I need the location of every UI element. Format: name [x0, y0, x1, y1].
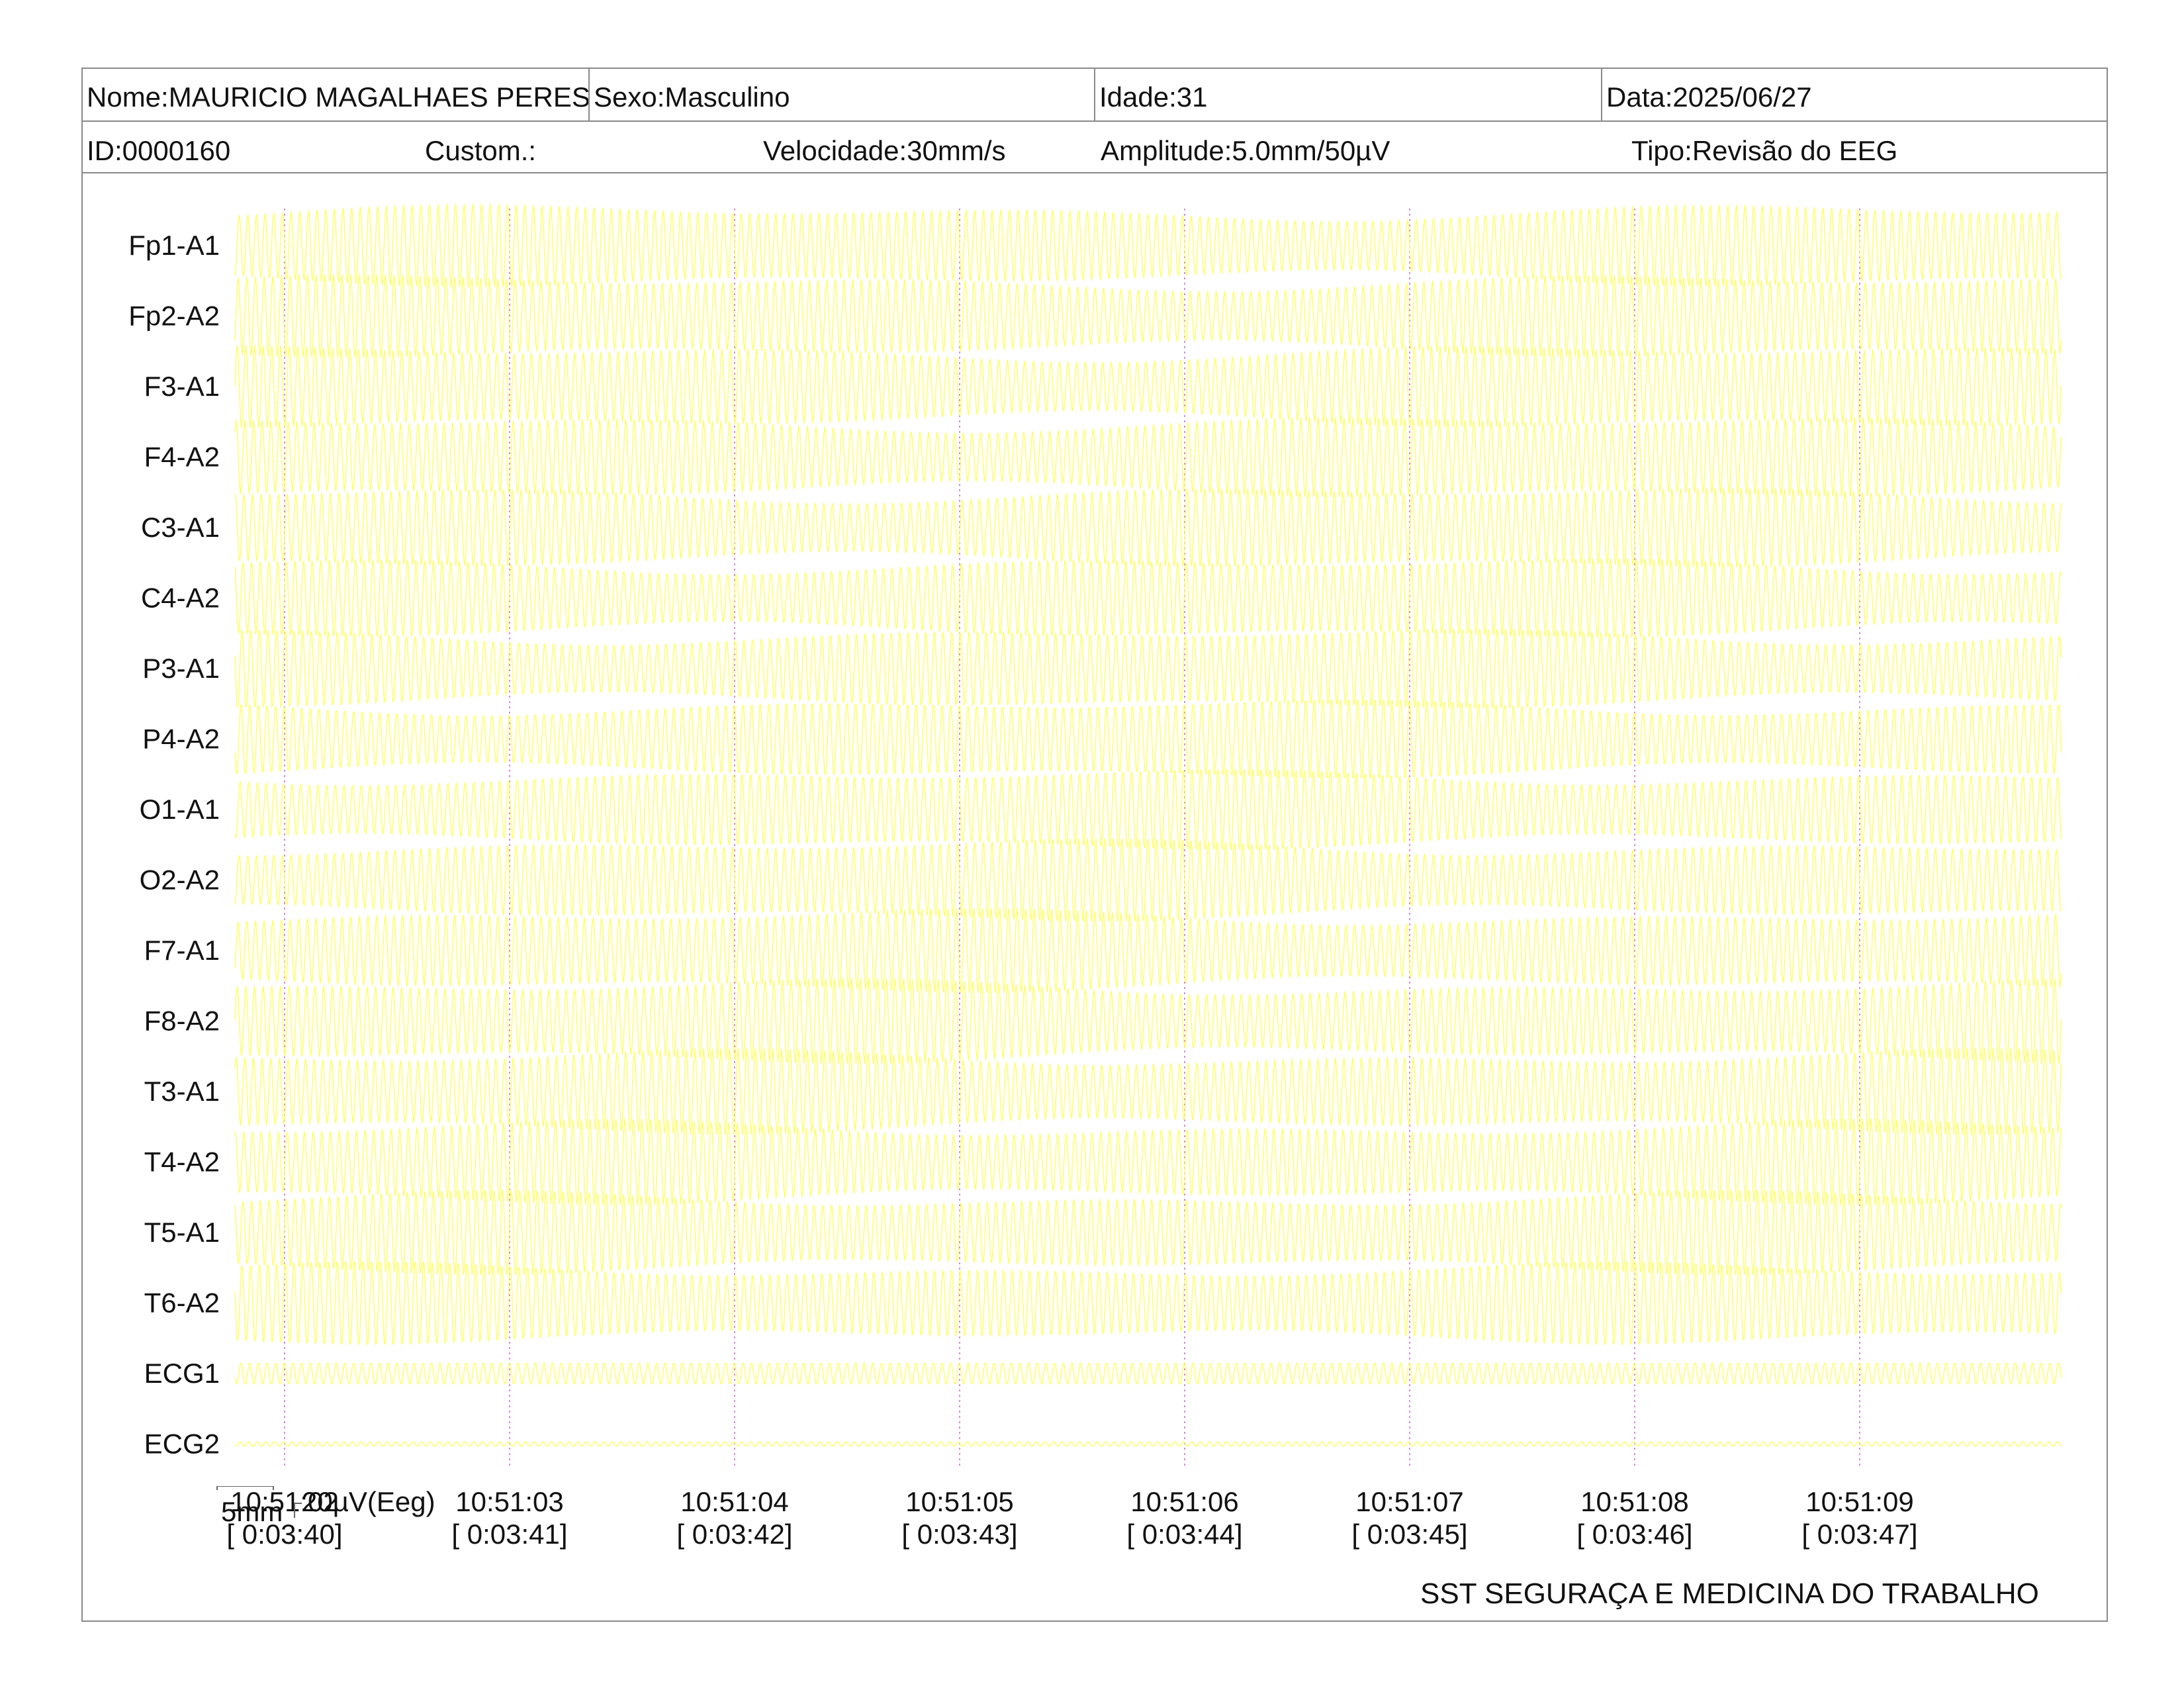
time-tick-label: 10:51:08 [1580, 1486, 1689, 1517]
amplitude-scale-label: 20µV(Eeg) [302, 1486, 435, 1517]
trace-fp2-a2 [234, 274, 2062, 358]
trace-p3-a1 [234, 628, 2062, 710]
elapsed-tick-label: [ 0:03:44] [1126, 1519, 1242, 1550]
trace-ecg2 [235, 1441, 2062, 1447]
eeg-report: Nome:MAURICIO MAGALHAES PERES Sexo:Mascu… [81, 68, 2108, 1622]
patient-name: Nome:MAURICIO MAGALHAES PERES [87, 81, 590, 113]
time-scale-label: 5mm [221, 1496, 283, 1527]
age-cell: Idade:31 [1094, 69, 1602, 120]
time-tick-label: 10:51:06 [1130, 1486, 1239, 1517]
trace-f8-a2 [234, 978, 2062, 1064]
trace-c3-a1 [234, 487, 2062, 568]
channel-label: T6-A2 [144, 1288, 220, 1319]
patient-info-row: Nome:MAURICIO MAGALHAES PERES Sexo:Mascu… [83, 69, 2107, 122]
time-tick-label: 10:51:07 [1355, 1486, 1464, 1517]
trace-o2-a2 [234, 838, 2062, 922]
exam-date: Data:2025/06/27 [1606, 81, 1812, 113]
trace-f3-a1 [234, 345, 2062, 428]
time-tick-label: 10:51:05 [905, 1486, 1014, 1517]
trace-f7-a1 [234, 908, 2062, 994]
channel-label: C3-A1 [141, 512, 220, 543]
channel-label: C4-A2 [141, 583, 220, 614]
elapsed-tick-label: [ 0:03:46] [1576, 1519, 1692, 1550]
trace-o1-a1 [234, 769, 2062, 851]
channel-label: T5-A1 [144, 1217, 220, 1248]
exam-type: Tipo:Revisão do EEG [1631, 135, 1898, 166]
trace-p4-a2 [234, 699, 2062, 779]
channel-label: F4-A2 [144, 442, 220, 473]
time-tick-label: 10:51:03 [455, 1486, 564, 1517]
trace-t4-a2 [234, 1119, 2062, 1205]
trace-t6-a2 [234, 1261, 2062, 1345]
time-tick-label: 10:51:09 [1805, 1486, 1914, 1517]
time-tick-label: 10:51:02 [230, 1486, 339, 1517]
patient-sex: Sexo:Masculino [594, 81, 790, 113]
channel-label: P4-A2 [142, 724, 220, 755]
channel-label: F3-A1 [144, 371, 220, 402]
channel-label: O2-A2 [140, 865, 220, 896]
channel-label: Fp2-A2 [128, 301, 220, 332]
speed-setting: Velocidade:30mm/s [763, 135, 1006, 166]
channel-label: F7-A1 [144, 935, 220, 966]
organization-name: SST SEGURAÇA E MEDICINA DO TRABALHO [1420, 1577, 2039, 1610]
time-tick-label: 10:51:04 [680, 1486, 789, 1517]
channel-label: P3-A1 [142, 653, 220, 684]
date-cell: Data:2025/06/27 [1601, 69, 2108, 120]
channel-label: T4-A2 [144, 1147, 220, 1178]
trace-ecg1 [234, 1363, 2062, 1384]
trace-c4-a2 [234, 558, 2062, 638]
elapsed-tick-label: [ 0:03:42] [676, 1519, 792, 1550]
elapsed-tick-label: [ 0:03:47] [1801, 1519, 1917, 1550]
scale-bracket-icon [216, 1486, 302, 1518]
channel-label: O1-A1 [140, 794, 220, 825]
channel-label: Fp1-A1 [128, 230, 220, 261]
recording-info-row: ID:0000160 Custom.: Velocidade:30mm/s Am… [83, 122, 2107, 173]
trace-f4-a2 [234, 417, 2062, 497]
patient-age: Idade:31 [1099, 81, 1208, 113]
elapsed-tick-label: [ 0:03:43] [901, 1519, 1017, 1550]
custom-field: Custom.: [425, 135, 537, 166]
elapsed-tick-label: [ 0:03:45] [1351, 1519, 1467, 1550]
sex-cell: Sexo:Masculino [588, 69, 1095, 120]
channel-label: F8-A2 [144, 1006, 220, 1037]
elapsed-tick-label: [ 0:03:40] [226, 1519, 342, 1550]
patient-id: ID:0000160 [87, 135, 231, 166]
amplitude-setting: Amplitude:5.0mm/50µV [1101, 135, 1390, 166]
trace-fp1-a1 [234, 203, 2062, 288]
elapsed-tick-label: [ 0:03:41] [451, 1519, 567, 1550]
channel-label: T3-A1 [144, 1076, 220, 1107]
name-cell: Nome:MAURICIO MAGALHAES PERES [83, 69, 590, 120]
channel-label: ECG1 [144, 1358, 220, 1389]
trace-t5-a1 [234, 1190, 2062, 1276]
channel-label: ECG2 [144, 1429, 220, 1460]
trace-t3-a1 [234, 1048, 2062, 1135]
